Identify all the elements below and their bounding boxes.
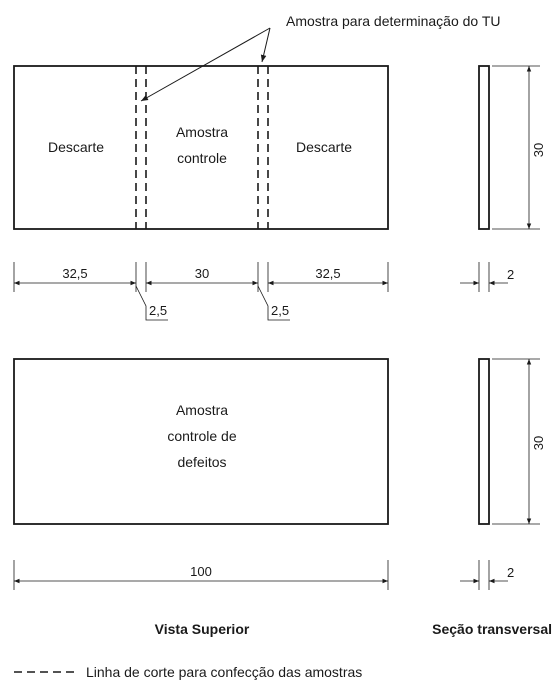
discard-left-label: Descarte (48, 139, 104, 155)
dim-total-length: 100 (190, 564, 212, 579)
top-specimen (13, 65, 389, 230)
bottom-dimension (13, 560, 389, 590)
caption-top-view: Vista Superior (155, 621, 250, 637)
dim-thickness-top: 2 (507, 267, 514, 282)
dim-right-segment: 32,5 (315, 266, 340, 281)
callout-label: Amostra para determinação do TU (286, 13, 501, 29)
dim-height-top: 30 (531, 143, 546, 157)
dim-cut-width-right: 2,5 (271, 303, 289, 318)
top-dimension-chain (13, 262, 389, 321)
bottom-cross-section (460, 358, 540, 590)
defect-sample-label-1: Amostra (176, 402, 228, 418)
discard-right-label: Descarte (296, 139, 352, 155)
legend-dashed-line-label: Linha de corte para confecção das amostr… (86, 664, 362, 680)
top-cross-section (460, 65, 540, 292)
caption-cross-section: Seção transversal (432, 621, 552, 637)
bottom-specimen (13, 358, 389, 525)
defect-sample-label-2: controle de (167, 428, 236, 444)
dim-center-segment: 30 (195, 266, 209, 281)
dim-thickness-bottom: 2 (507, 565, 514, 580)
defect-sample-label-3: defeitos (177, 454, 226, 470)
control-sample-label-1: Amostra (176, 124, 228, 140)
dim-height-bottom: 30 (531, 436, 546, 450)
dim-cut-width-left: 2,5 (149, 303, 167, 318)
dim-left-segment: 32,5 (62, 266, 87, 281)
control-sample-label-2: controle (177, 150, 227, 166)
callout-leaders (140, 27, 271, 102)
